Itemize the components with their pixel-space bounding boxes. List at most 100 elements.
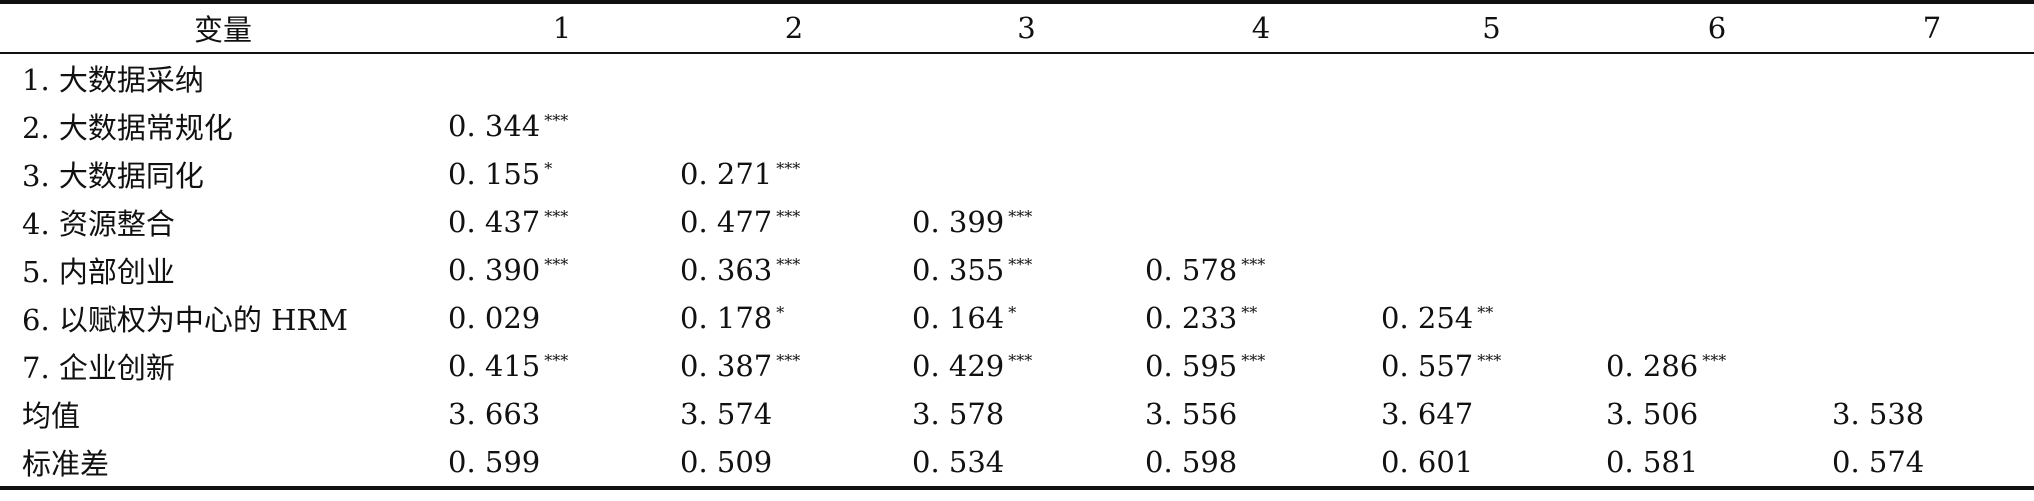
cell-value: 0. 429 (912, 349, 1005, 383)
table-cell (910, 53, 1143, 102)
table-cell (1830, 150, 2034, 198)
table-cell: 0. 574 (1830, 438, 2034, 488)
cell-value: 0. 355 (912, 253, 1005, 287)
significance-marker: *** (776, 351, 801, 370)
table-cell: 3. 538 (1830, 390, 2034, 438)
table-row: 均值 3. 663 3. 574 3. 578 3. 556 3. 647 3. 506 3.… (0, 390, 2034, 438)
row-label: 4. 资源整合 (22, 207, 175, 241)
table-cell: 0. 557 *** (1379, 342, 1604, 390)
table-cell (1379, 246, 1604, 294)
table-cell (1604, 53, 1830, 102)
row-label: 均值 (22, 399, 81, 433)
significance-marker: *** (544, 351, 569, 370)
table-cell (910, 102, 1143, 150)
significance-marker: *** (1008, 255, 1033, 274)
significance-marker: *** (544, 207, 569, 226)
table-cell (1604, 294, 1830, 342)
table-cell: 0. 254 ** (1379, 294, 1604, 342)
header-col-1: 1 (552, 11, 572, 45)
table-cell: 0. 363 *** (678, 246, 910, 294)
cell-value: 0. 344 (448, 109, 541, 143)
table-cell (1830, 246, 2034, 294)
significance-marker: ** (1477, 303, 1494, 322)
cell-value: 0. 271 (680, 157, 773, 191)
table-cell: 0. 233 ** (1143, 294, 1379, 342)
table-cell: 0. 271 *** (678, 150, 910, 198)
cell-value: 0. 574 (1832, 445, 1925, 479)
cell-value: 0. 387 (680, 349, 773, 383)
table-row: 5. 内部创业 0. 390 *** 0. 363 *** 0. 355 *** 0. 578… (0, 246, 2034, 294)
cell-value: 0. 415 (448, 349, 541, 383)
table-cell (1830, 102, 2034, 150)
cell-value: 3. 647 (1381, 397, 1474, 431)
header-col-4: 4 (1251, 11, 1271, 45)
table-cell: 0. 286 *** (1604, 342, 1830, 390)
table-cell: 0. 599 (446, 438, 678, 488)
table-cell (678, 53, 910, 102)
cell-value: 3. 578 (912, 397, 1005, 431)
table-header: 变量 1 2 3 4 5 6 7 (0, 2, 2034, 53)
significance-marker: *** (544, 255, 569, 274)
table-cell: 0. 534 (910, 438, 1143, 488)
cell-value: 0. 595 (1145, 349, 1238, 383)
table-row: 6. 以赋权为中心的 HRM 0. 029 0. 178 * 0. 164 * 0. 233… (0, 294, 2034, 342)
cell-value: 0. 578 (1145, 253, 1238, 287)
table-cell: 3. 506 (1604, 390, 1830, 438)
cell-value: 0. 601 (1381, 445, 1474, 479)
row-label: 2. 大数据常规化 (22, 111, 233, 145)
row-label: 3. 大数据同化 (22, 159, 204, 193)
table-cell: 0. 595 *** (1143, 342, 1379, 390)
cell-value: 0. 164 (912, 301, 1005, 335)
significance-marker: * (1008, 303, 1017, 322)
cell-value: 0. 178 (680, 301, 773, 335)
table-cell: 0. 415 *** (446, 342, 678, 390)
table-cell (1830, 294, 2034, 342)
cell-value: 0. 029 (448, 301, 541, 335)
table-row: 3. 大数据同化 0. 155 * 0. 271 *** (0, 150, 2034, 198)
cell-value: 0. 598 (1145, 445, 1238, 479)
table-cell: 0. 601 (1379, 438, 1604, 488)
table-cell (910, 150, 1143, 198)
table-row: 2. 大数据常规化 0. 344 *** (0, 102, 2034, 150)
cell-value: 0. 390 (448, 253, 541, 287)
cell-value: 3. 574 (680, 397, 773, 431)
table-cell: 0. 598 (1143, 438, 1379, 488)
significance-marker: *** (1008, 207, 1033, 226)
table-cell (1379, 53, 1604, 102)
significance-marker: *** (544, 111, 569, 130)
row-label: 6. 以赋权为中心的 HRM (22, 303, 348, 337)
table-cell (1143, 150, 1379, 198)
cell-value: 3. 506 (1606, 397, 1699, 431)
significance-marker: * (544, 159, 553, 178)
header-row: 变量 1 2 3 4 5 6 7 (0, 2, 2034, 53)
table-cell (446, 53, 678, 102)
table-cell: 0. 164 * (910, 294, 1143, 342)
cell-value: 0. 399 (912, 205, 1005, 239)
cell-value: 3. 538 (1832, 397, 1925, 431)
header-col-6: 6 (1707, 11, 1727, 45)
row-label: 1. 大数据采纳 (22, 63, 204, 97)
table-cell: 3. 578 (910, 390, 1143, 438)
significance-marker: * (776, 303, 785, 322)
table-body: 1. 大数据采纳 2. 大数据常规化 0. 344 *** 3. 大数据同化 0. 155… (0, 53, 2034, 488)
significance-marker: *** (1241, 255, 1266, 274)
table-cell: 0. 390 *** (446, 246, 678, 294)
table-cell (678, 102, 910, 150)
table-cell: 3. 663 (446, 390, 678, 438)
table-cell (1604, 150, 1830, 198)
table-cell: 3. 556 (1143, 390, 1379, 438)
cell-value: 0. 599 (448, 445, 541, 479)
table-row: 1. 大数据采纳 (0, 53, 2034, 102)
cell-value: 0. 155 (448, 157, 541, 191)
table-cell (1604, 246, 1830, 294)
header-col-5: 5 (1482, 11, 1501, 45)
cell-value: 0. 534 (912, 445, 1005, 479)
table-row: 4. 资源整合 0. 437 *** 0. 477 *** 0. 399 *** (0, 198, 2034, 246)
table-cell: 3. 574 (678, 390, 910, 438)
significance-marker: *** (1477, 351, 1502, 370)
header-col-2: 2 (784, 11, 804, 45)
significance-marker: *** (1008, 351, 1033, 370)
significance-marker: *** (776, 159, 801, 178)
cell-value: 3. 556 (1145, 397, 1238, 431)
cell-value: 0. 233 (1145, 301, 1238, 335)
